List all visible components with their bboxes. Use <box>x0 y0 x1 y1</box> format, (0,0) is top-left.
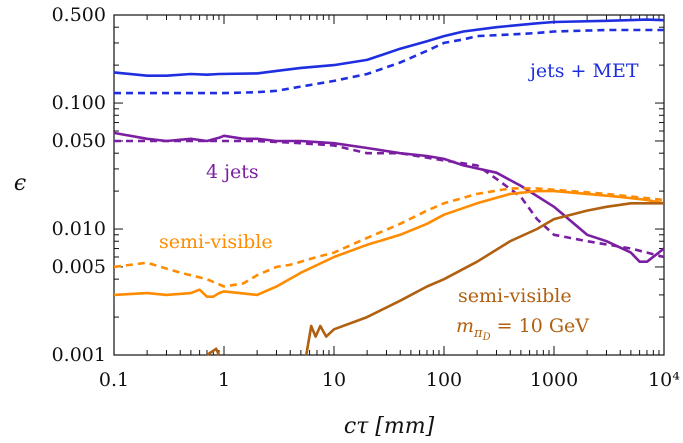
label-mass-value: mπD = 10 GeV <box>456 315 589 343</box>
x-tick-label: 1000 <box>530 369 578 391</box>
series-line-2 <box>113 131 665 264</box>
y-axis-label: ϵ <box>14 171 26 196</box>
x-tick-label: 0.1 <box>99 369 129 391</box>
x-tick-label: 10⁴ <box>648 369 680 391</box>
y-tick-label: 0.005 <box>52 256 106 278</box>
x-tick-label: 10 <box>322 369 346 391</box>
series-line-6 <box>206 347 221 357</box>
series-line-0 <box>113 18 665 77</box>
x-tick-label: 1 <box>218 369 230 391</box>
mass-rest: = 10 GeV <box>491 315 590 337</box>
series-line-7 <box>305 202 664 356</box>
plot-frame <box>113 14 665 356</box>
label-semi-visible-10gev: semi-visible <box>458 285 572 307</box>
label-4-jets: 4 jets <box>206 161 259 183</box>
y-tick-label: 0.001 <box>52 344 106 366</box>
label-jets-met: jets + MET <box>528 60 639 82</box>
mass-sub: π <box>473 326 483 341</box>
y-tick-label: 0.100 <box>52 92 106 114</box>
series-group <box>113 18 665 357</box>
mass-subsub: D <box>482 332 491 343</box>
series-line-5 <box>113 187 665 288</box>
label-semi-visible: semi-visible <box>159 231 273 253</box>
y-tick-label: 0.010 <box>52 218 106 240</box>
y-tick-label: 0.500 <box>52 4 106 26</box>
x-axis-label: cτ [mm] <box>344 414 435 439</box>
x-tick-label: 100 <box>426 369 462 391</box>
y-tick-label: 0.050 <box>52 130 106 152</box>
mass-symbol: m <box>456 315 474 337</box>
axis-ticks: 0.1 1 10 100 1000 10⁴ 0.001 0.005 0.010 0.050 0.10… <box>52 4 681 391</box>
